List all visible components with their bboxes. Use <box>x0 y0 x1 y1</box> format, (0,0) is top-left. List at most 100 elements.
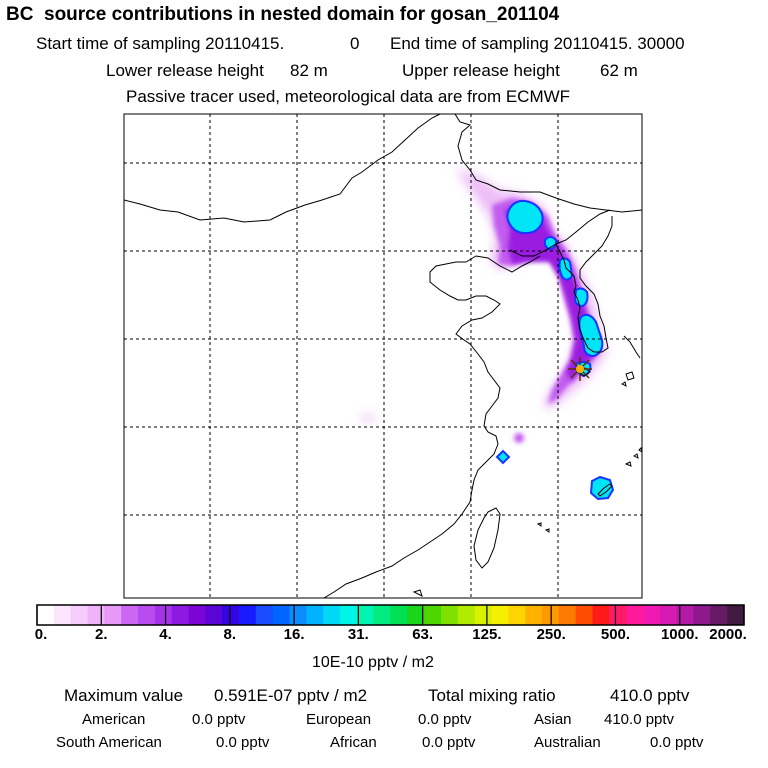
china-coast-bohai <box>323 255 541 598</box>
australian-value: 0.0 pptv <box>650 734 704 751</box>
colorbar-cell <box>70 605 88 625</box>
plume-core-okinawa-spot <box>589 475 615 501</box>
upper-release-label: Upper release height <box>402 61 560 80</box>
colorbar-cell <box>643 605 661 625</box>
start-time-label: Start time of sampling 20110415. <box>36 34 285 53</box>
receptor-center <box>576 365 584 373</box>
colorbar-cell <box>609 605 627 625</box>
plume-strong-layer <box>505 203 598 382</box>
american-label: American <box>82 711 146 728</box>
plume-light-north <box>455 168 607 410</box>
colorbar-cell <box>575 605 593 625</box>
colorbar-cell <box>727 605 745 625</box>
map-grid <box>124 114 642 598</box>
colorbar-cell <box>508 605 526 625</box>
south-american-value: 0.0 pptv <box>216 734 270 751</box>
china-korea-border <box>509 209 611 257</box>
colorbar-cell <box>289 605 307 625</box>
japan-kyushu <box>623 335 641 359</box>
plume-core-shanghai-spot <box>495 449 511 465</box>
colorbar-tick-label: 2000. <box>709 626 747 643</box>
colorbar-cell <box>693 605 711 625</box>
japan-island-1 <box>625 371 635 381</box>
upper-release-value: 62 m <box>600 61 638 80</box>
asian-value: 410.0 pptv <box>604 711 675 728</box>
amur-border <box>454 114 642 213</box>
colorbar-cell <box>306 605 324 625</box>
colorbar-cell <box>154 605 173 625</box>
coastlines <box>124 114 642 598</box>
colorbar-cell <box>441 605 459 625</box>
colorbar-tick-label: 4. <box>159 626 172 643</box>
colorbar-cell <box>37 605 55 625</box>
colorbar-cell <box>407 605 425 625</box>
tracer-note: Passive tracer used, meteorological data… <box>126 87 571 106</box>
colorbar-cell <box>323 605 341 625</box>
plume-core-manchuria <box>506 199 544 235</box>
japan-island-2 <box>621 381 627 387</box>
american-value: 0.0 pptv <box>192 711 246 728</box>
plume-core-layer <box>495 199 615 501</box>
colorbar-cell <box>710 605 728 625</box>
colorbar-cell <box>474 605 492 625</box>
european-label: European <box>306 711 372 728</box>
african-value: 0.0 pptv <box>422 734 476 751</box>
lower-release-label: Lower release height <box>106 61 264 80</box>
colorbar-cell <box>626 605 644 625</box>
max-value: 0.591E-07 pptv / m2 <box>214 686 368 705</box>
colorbar-cell <box>138 605 156 625</box>
receptor-marker <box>568 357 592 381</box>
start-time-value: 0 <box>350 34 360 53</box>
colorbar-cell <box>457 605 476 625</box>
colorbar-cell <box>104 605 122 625</box>
okinawa-island <box>597 483 613 497</box>
total-mixing-label: Total mixing ratio <box>428 686 556 705</box>
plume-core-nk <box>558 257 574 281</box>
taiwan <box>473 507 501 569</box>
colorbar-tick-label: 8. <box>223 626 237 643</box>
map-frame <box>123 113 643 599</box>
colorbar-cell <box>525 605 543 625</box>
australian-label: Australian <box>534 734 601 751</box>
colorbar-cell <box>239 605 257 625</box>
colorbar-tick-label: 31. <box>347 626 369 643</box>
colorbar-cell <box>205 605 223 625</box>
colorbar-unit: 10E-10 pptv / m2 <box>312 654 434 671</box>
end-time-label: End time of sampling 20110415. 30000 <box>390 34 685 53</box>
colorbar-cell <box>373 605 391 625</box>
colorbar-cell <box>491 605 509 625</box>
colorbar-cell <box>87 605 105 625</box>
max-value-label: Maximum value <box>64 686 184 705</box>
plume-mid-spot-channel <box>514 433 524 443</box>
colorbar-tick-label: 63. <box>412 626 434 643</box>
colorbar-cell <box>188 605 206 625</box>
colorbar-cell <box>592 605 610 625</box>
colorbar-tick-label: 125. <box>472 626 502 643</box>
colorbar <box>36 604 745 626</box>
colorbar-cell <box>676 605 694 625</box>
lower-release-value: 82 m <box>290 61 328 80</box>
colorbar-cell <box>558 605 577 625</box>
plume-strong-band <box>505 203 598 382</box>
colorbar-tick-label: 16. <box>283 626 305 643</box>
colorbar-tick-label: 500. <box>600 626 631 643</box>
chart-title: BC source contributions in nested domain… <box>6 4 560 25</box>
african-label: African <box>330 734 377 751</box>
colorbar-frame <box>36 604 745 626</box>
russia-china-border <box>124 114 441 223</box>
colorbar-cell <box>171 605 189 625</box>
small-islands <box>412 522 550 597</box>
korea-peninsula <box>555 216 613 353</box>
colorbar-cell <box>272 605 290 625</box>
plume-light-spot-west <box>360 415 376 421</box>
colorbar-tick-label: 0. <box>34 626 48 643</box>
colorbar-tick-label: 250. <box>536 626 566 643</box>
colorbar-tick-label: 1000. <box>660 626 699 643</box>
total-mixing-value: 410.0 pptv <box>610 686 690 705</box>
colorbar-cell <box>255 605 274 625</box>
colorbar-cell <box>659 605 678 625</box>
colorbar-tick-label: 2. <box>95 626 108 643</box>
asian-label: Asian <box>534 711 572 728</box>
colorbar-cell <box>53 605 72 625</box>
